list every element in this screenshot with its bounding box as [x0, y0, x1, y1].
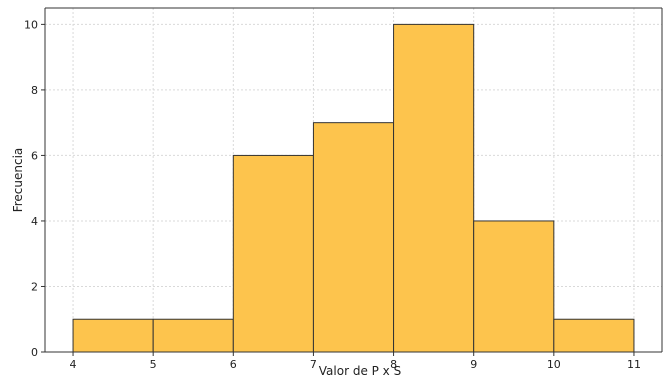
histogram-bar — [473, 220, 555, 353]
y-tick-label: 4 — [31, 215, 38, 228]
x-ticks: 4 5 6 7 8 9 10 11 — [70, 352, 641, 371]
y-axis-title: Frecuencia — [11, 148, 25, 213]
histogram-bar — [393, 23, 475, 353]
y-tick-label: 10 — [24, 18, 38, 31]
x-tick-label: 5 — [150, 358, 157, 371]
x-tick-label: 11 — [627, 358, 641, 371]
x-tick-label: 7 — [310, 358, 317, 371]
x-tick-label: 8 — [390, 358, 397, 371]
histogram-bar — [553, 318, 635, 353]
x-tick-label: 10 — [547, 358, 561, 371]
x-tick-label: 4 — [70, 358, 77, 371]
y-tick-label: 8 — [31, 84, 38, 97]
y-tick-label: 2 — [31, 280, 38, 293]
histogram-bar — [152, 318, 234, 353]
x-axis-title: Valor de P x S — [319, 364, 401, 378]
histogram-bar — [312, 122, 395, 353]
y-tick-label: 6 — [31, 149, 38, 162]
y-tick-label: 0 — [31, 346, 38, 359]
histogram-bar — [232, 154, 314, 353]
y-ticks: 0 2 4 6 8 10 — [24, 18, 45, 359]
histogram-bars — [72, 23, 635, 353]
x-tick-label: 9 — [470, 358, 477, 371]
x-tick-label: 6 — [230, 358, 237, 371]
axes — [44, 7, 663, 353]
histogram-bar — [72, 318, 154, 353]
